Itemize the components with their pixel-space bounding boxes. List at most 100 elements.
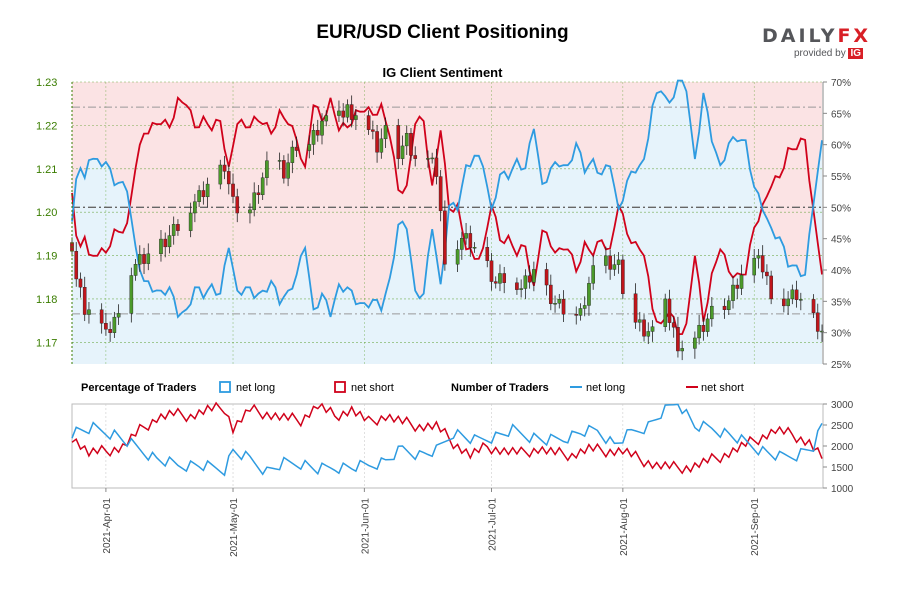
candle-body [193,201,197,214]
legend-pct-short-label: net short [351,382,394,394]
candle-body [697,325,701,339]
candle-body [159,238,163,255]
reference-lines [72,106,822,315]
candle-body [676,327,680,352]
candle-body [286,162,290,179]
candle-body [366,115,371,130]
count-panel-frame [71,403,824,489]
trader-count-panel: 1000 1500 2000 2500 3000 2021-Apr-01 2021-May… [71,400,854,557]
logo-accent: FX [837,25,872,47]
candle-body [782,298,786,307]
candle-body [252,192,257,211]
percent-tick-label: 50% [831,203,851,214]
percent-tick-label: 40% [831,266,851,277]
price-tick-label: 1.22 [36,120,57,132]
logo-provided-by: provided by IG [794,48,872,59]
candle-body [379,138,384,153]
candle-body [434,157,439,177]
candle-body [222,164,227,172]
candle-body [523,275,528,289]
candle-body [400,145,405,159]
candle-body [701,325,706,332]
candle-body [256,192,261,196]
price-gridlines [72,81,822,364]
count-tick-label: 2500 [831,421,854,432]
candle-body [116,313,121,318]
count-tick-label: 3000 [831,400,854,411]
candle-body [799,299,803,301]
logo-main: DAILY [762,25,838,47]
candle-body [171,224,176,236]
legend-number-title: Number of Traders [451,382,549,394]
price-tick-label: 1.21 [36,164,57,176]
candle-body [811,299,816,314]
candle-body [472,247,477,249]
candle-body [324,115,329,122]
candle-body [430,157,434,160]
percent-axis: 25% 30% 35% 40% 45% 50% 55% 60% 65% 70% [823,78,851,371]
candle-body [311,130,316,145]
count-axis: 1000 1500 2000 2500 3000 [823,400,854,495]
chart-title: EUR/USD Client Positioning [316,22,569,43]
candle-body [519,288,523,290]
candle-body [650,326,655,332]
date-tick-label: 2021-Jun-01 [360,498,371,555]
candle-body [460,237,464,250]
candle-body [87,309,91,315]
candle-body [769,275,773,300]
candle-body [404,132,409,147]
candle-body [557,299,562,304]
net-long-count-line [71,403,823,477]
candle-body [438,176,443,212]
percent-tick-label: 60% [831,141,851,152]
candle-body [549,284,553,304]
candle-body [205,183,210,198]
candle-body [260,177,265,195]
candle-body [396,125,401,159]
candle-body [282,160,286,179]
percent-tick-label: 70% [831,78,851,89]
candle-body [142,254,146,264]
percent-tick-label: 45% [831,235,851,246]
candle-body [786,298,790,307]
price-candles [70,95,824,361]
sentiment-panel: 1.17 1.18 1.19 1.20 1.21 1.22 1.23 25% 30% 35% 40… [36,77,851,371]
candle-body [82,287,87,315]
candle-body [375,131,379,153]
candle-body [756,255,761,259]
candle-body [468,233,473,248]
candle-body [553,303,557,305]
candle-body [307,144,312,151]
percent-tick-label: 30% [831,329,851,340]
price-tick-label: 1.17 [36,337,57,349]
candle-body [621,259,625,294]
candle-body [99,309,104,324]
percent-tick-label: 65% [831,109,851,120]
count-gridlines [105,404,755,488]
candle-body [722,305,727,310]
candle-body [294,146,299,151]
sentiment-subtitle: IG Client Sentiment [382,65,503,80]
candle-body [574,314,579,316]
candle-body [265,160,269,178]
legend-pct-long-swatch [219,381,231,393]
legend-pct-short-swatch [334,381,346,393]
candle-body [612,264,617,270]
count-tick-label: 1500 [831,463,854,474]
price-axis: 1.17 1.18 1.19 1.20 1.21 1.22 1.23 [36,77,57,349]
candle-body [587,283,591,306]
legend-percentage-title: Percentage of Traders [81,382,197,394]
logo-provided-text: provided by [794,48,846,59]
candle-body [341,110,345,118]
candle-body [167,235,172,248]
candle-body [608,255,612,270]
legend: Percentage of Traders net long net short… [81,381,744,394]
net-short-count-line [71,401,823,475]
candle-body [163,238,168,248]
legend-pct-long-label: net long [236,382,275,394]
candle-body [794,289,799,300]
candle-body [637,319,642,323]
candle-body [760,255,765,273]
ig-badge: IG [848,48,864,59]
candle-body [604,255,608,266]
